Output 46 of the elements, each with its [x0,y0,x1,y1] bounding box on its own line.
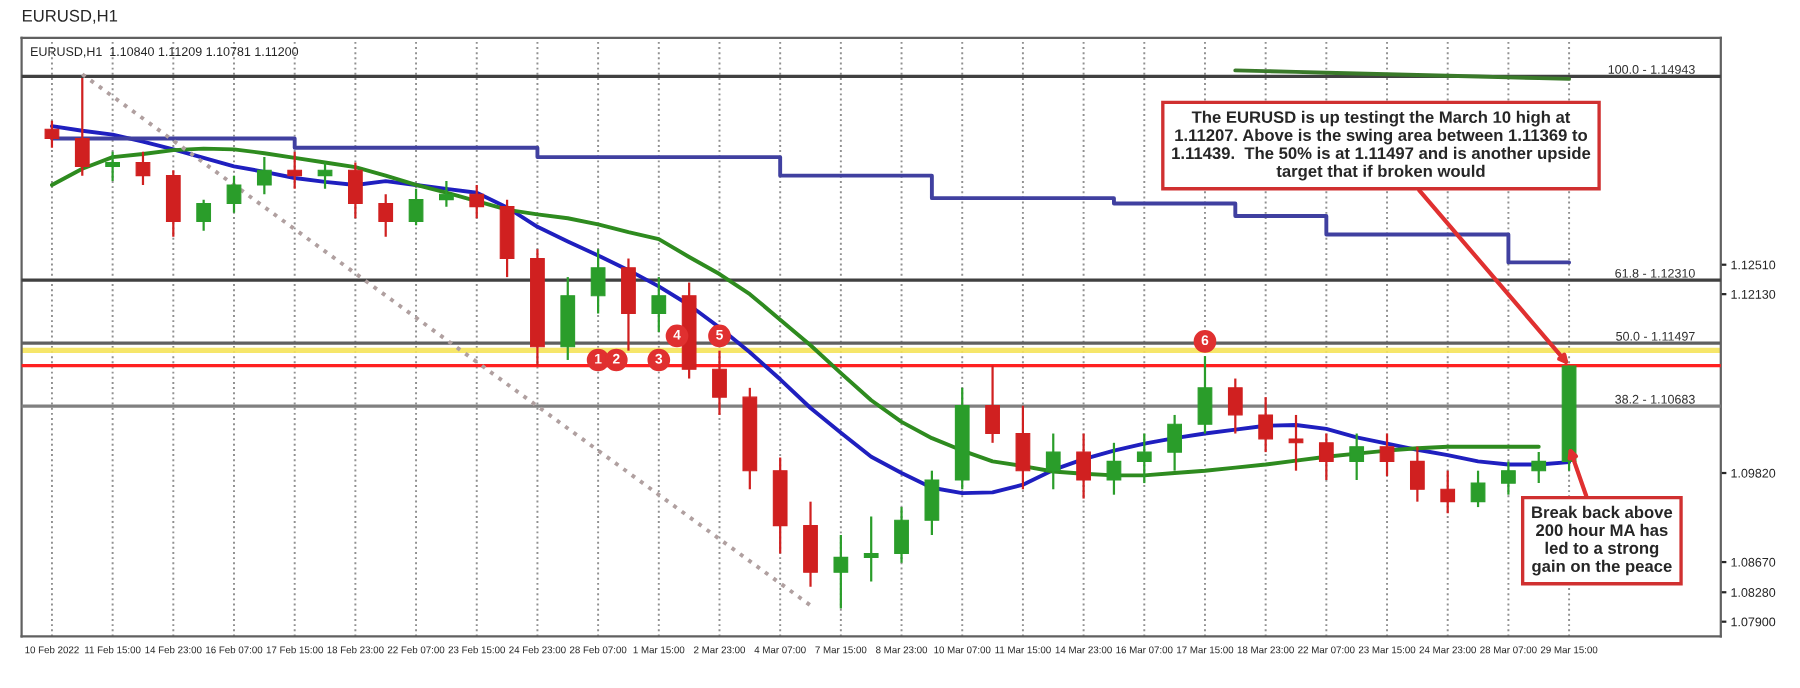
candlestick [378,193,394,238]
candlestick [1379,432,1395,478]
candlestick [803,500,818,588]
candlestick [1106,441,1122,496]
candlestick [1440,469,1456,515]
candlestick [256,155,272,196]
candlestick [712,349,727,417]
annotation: The EURUSD is up testingt the March 10 high at 1.11207. Above is the swing area between 1.11369 to 1.11439. The 50% is at 1.11497 and is another upside target that if broken would [1172,110,1591,181]
candlestick [1531,451,1547,485]
candlestick [1318,432,1334,482]
candlestick [165,169,181,238]
candlestick [439,179,454,208]
candlestick [105,150,121,183]
candlestick [1349,432,1365,482]
candlestick [590,248,606,315]
candlestick [1470,469,1486,509]
candlestick [287,150,303,190]
candlestick [226,174,242,214]
candlestick [1167,413,1183,472]
candlestick [1258,396,1274,454]
candlestick [1409,445,1425,503]
candlestick [44,119,60,149]
candlestick [408,187,424,227]
candlestick [135,150,151,187]
candlestick [1227,377,1243,435]
candlestick [1076,432,1091,500]
candlestick [621,257,636,352]
candlestick [1501,460,1516,496]
candlestick [74,77,90,177]
candlestick [924,469,940,537]
candlestick [651,276,667,334]
annotation: Break back above 200 hour MA has led to a strong gain on the peace [1532,505,1673,576]
candlestick [317,161,333,190]
candlestick [1136,432,1152,485]
candlestick [1197,354,1213,435]
candlestick [833,533,849,610]
chart-title: EURUSD,H1 [22,9,118,24]
candlestick [894,505,909,564]
candlestick [985,364,1000,444]
candlestick [196,198,212,232]
candlestick [1045,432,1061,491]
candlestick [347,161,363,220]
candlestick [1015,404,1031,491]
candlestick [863,515,879,583]
candlestick [1288,413,1304,472]
candlestick [469,183,485,220]
